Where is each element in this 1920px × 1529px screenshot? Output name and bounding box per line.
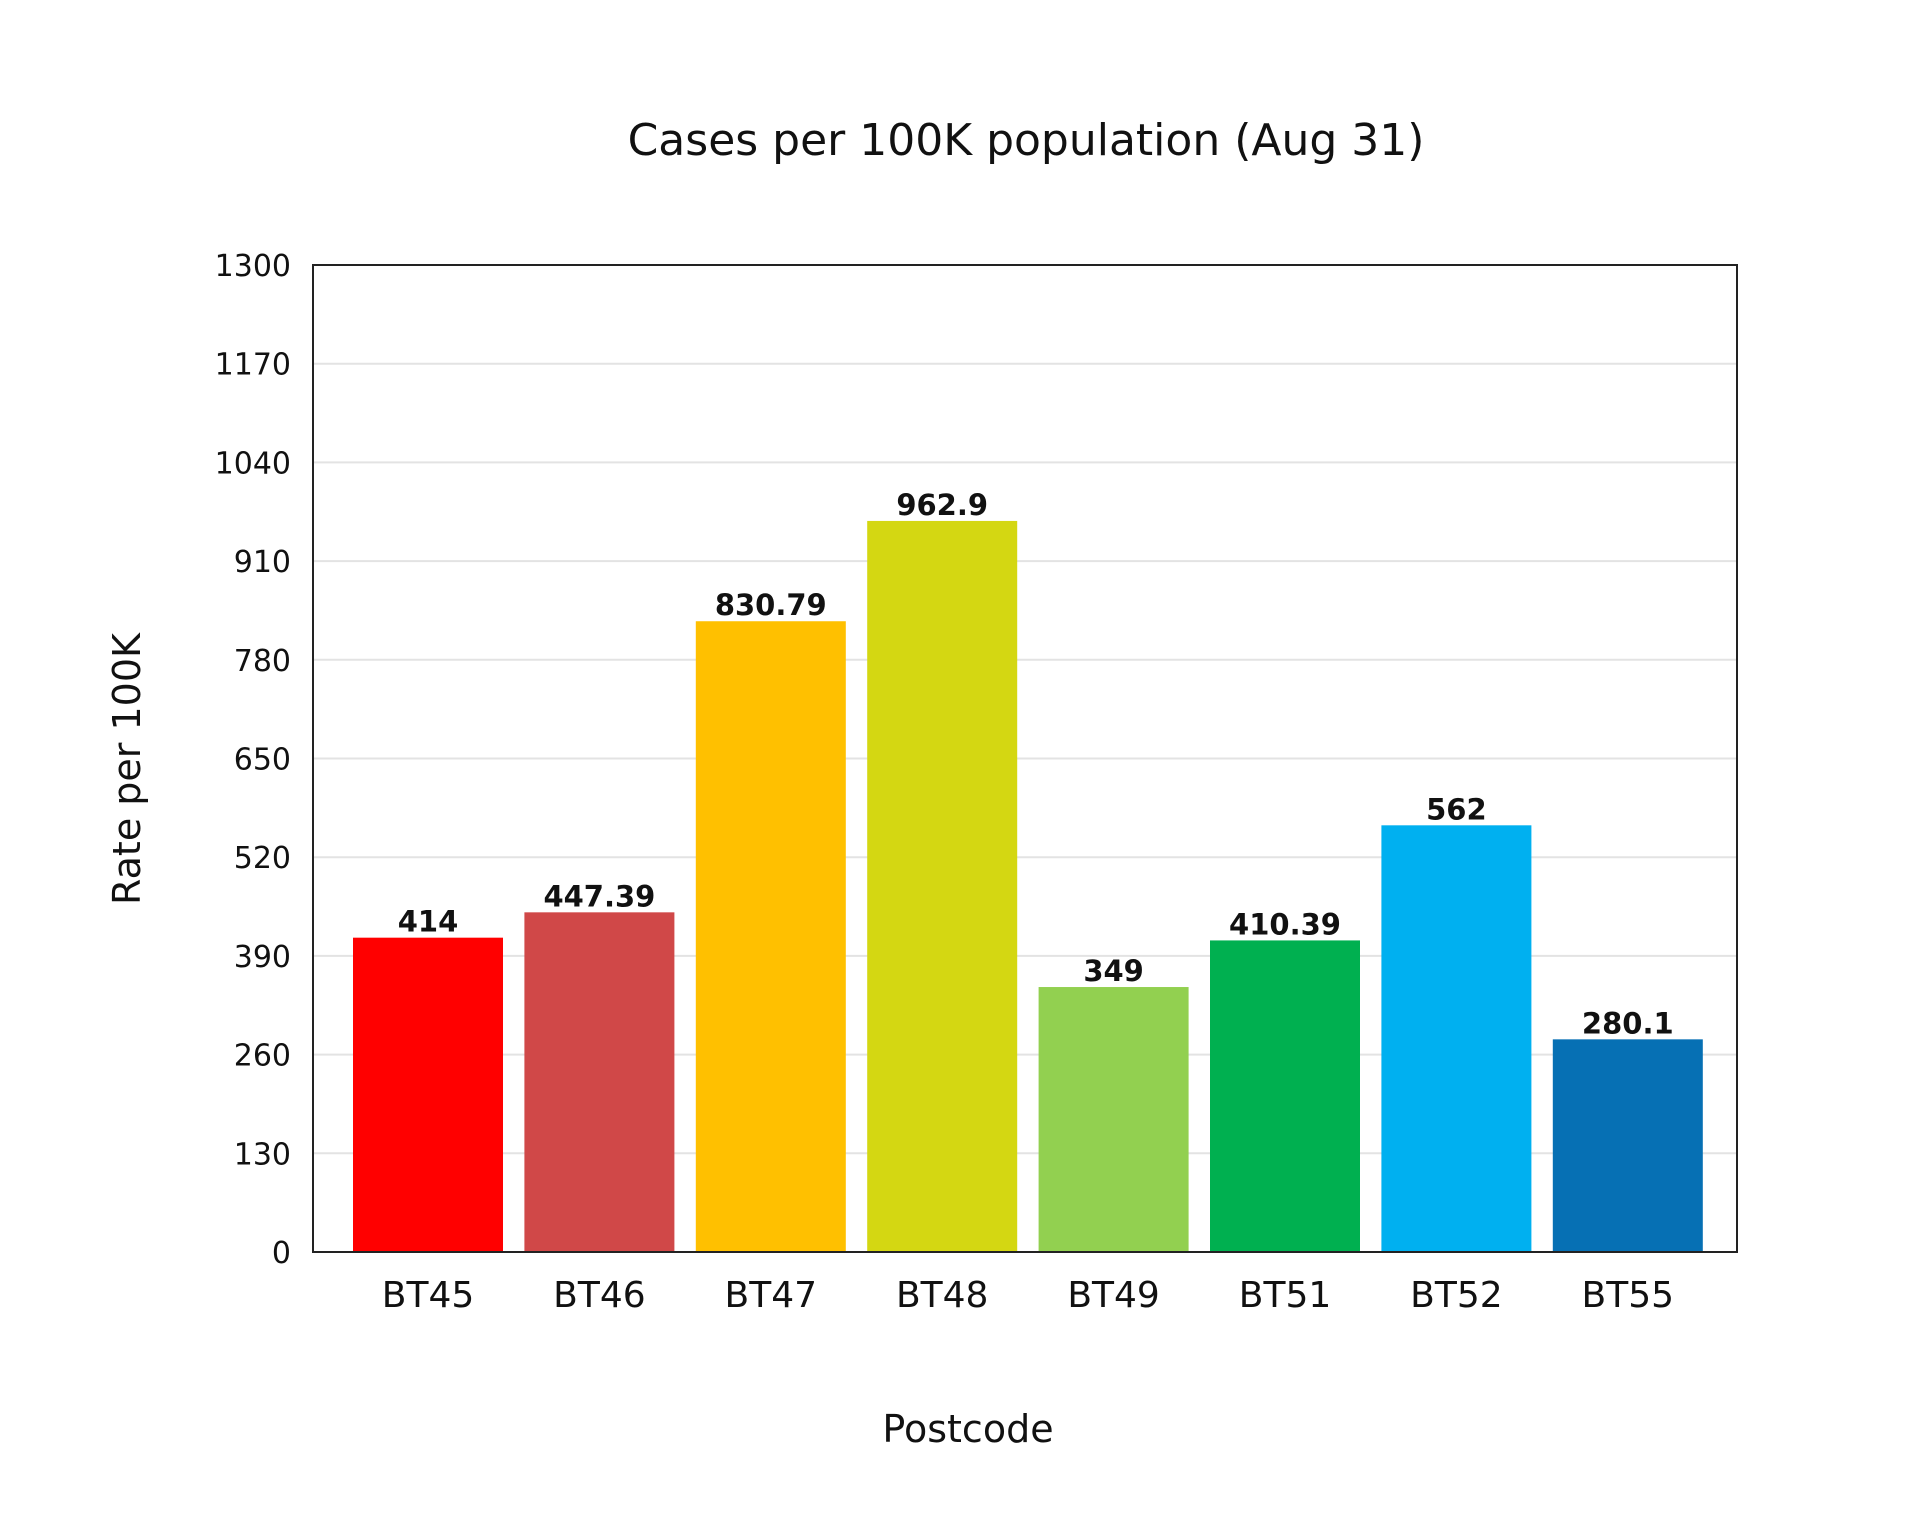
bar-bt47 — [695, 621, 846, 1252]
data-label-bt47: 830.79 — [715, 588, 827, 622]
y-tick-label: 520 — [234, 841, 291, 876]
data-label-bt51: 410.39 — [1229, 907, 1341, 941]
x-tick-label: BT45 — [382, 1275, 475, 1316]
x-tick-label: BT52 — [1410, 1275, 1503, 1316]
x-tick-label: BT46 — [553, 1275, 646, 1316]
chart-title: Cases per 100K population (Aug 31) — [628, 115, 1425, 166]
plot-area-frame — [312, 264, 1738, 1253]
data-label-bt49: 349 — [1083, 954, 1144, 988]
bar-bt45 — [353, 937, 503, 1252]
y-tick-label: 910 — [234, 545, 291, 580]
y-tick-label: 0 — [272, 1236, 291, 1271]
bar-bt51 — [1210, 940, 1360, 1252]
x-axis-ticks: BT45 BT46 BT47 BT48 BT49 BT51 BT52 BT55 — [382, 1275, 1674, 1316]
y-tick-label: 1170 — [215, 348, 291, 383]
data-label-bt55: 280.1 — [1582, 1006, 1674, 1040]
y-tick-label: 130 — [234, 1137, 291, 1172]
bar-bt48 — [867, 520, 1018, 1252]
y-tick-label: 1300 — [215, 249, 291, 284]
y-tick-label: 260 — [234, 1039, 291, 1074]
y-tick-label: 650 — [234, 743, 291, 778]
data-labels: 414 447.39 830.79 962.9 349 410.39 562 280.1 — [398, 488, 1674, 1040]
data-label-bt46: 447.39 — [543, 879, 655, 913]
y-axis-ticks: 0 130 260 390 520 650 780 910 1040 1170 1300 — [215, 249, 291, 1271]
x-tick-label: BT49 — [1067, 1275, 1160, 1316]
y-tick-label: 1040 — [215, 446, 291, 481]
data-label-bt45: 414 — [398, 905, 459, 939]
data-label-bt48: 962.9 — [896, 488, 988, 522]
x-tick-label: BT47 — [725, 1275, 818, 1316]
y-tick-label: 780 — [234, 644, 291, 679]
data-label-bt52: 562 — [1426, 792, 1487, 826]
x-tick-label: BT55 — [1582, 1275, 1675, 1316]
y-axis-label: Rate per 100K — [105, 632, 149, 905]
bar-bt52 — [1381, 825, 1532, 1252]
bar-bt46 — [524, 912, 675, 1252]
bar-bt55 — [1552, 1039, 1703, 1252]
bars — [353, 520, 1703, 1252]
x-tick-label: BT51 — [1239, 1275, 1332, 1316]
bar-bt49 — [1038, 987, 1189, 1252]
x-axis-label: Postcode — [882, 1407, 1053, 1451]
x-tick-label: BT48 — [896, 1275, 989, 1316]
y-tick-label: 390 — [234, 940, 291, 975]
